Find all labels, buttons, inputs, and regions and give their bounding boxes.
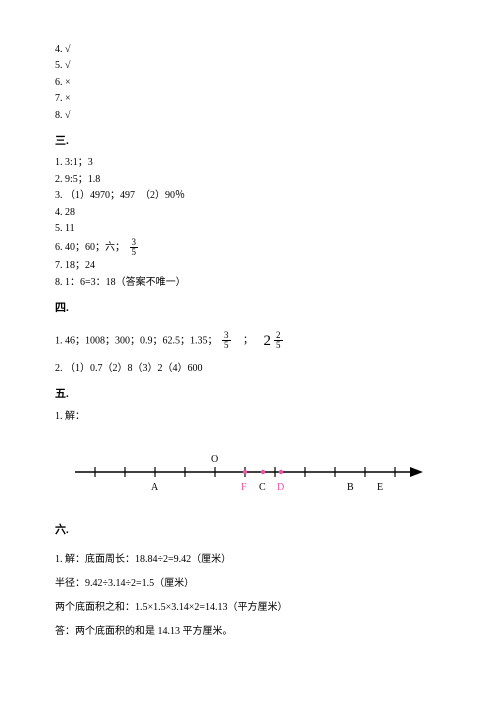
answer-line: 5. 11 [55, 221, 445, 236]
answer-line: 答：两个底面积的和是 14.13 平方厘米。 [55, 624, 445, 639]
item-num: 6. [55, 77, 63, 88]
answer-line: 8. 1：6=3：18（答案不唯一） [55, 275, 445, 290]
point-label: C [259, 480, 266, 495]
list-item: 5. √ [55, 58, 445, 73]
answer-line: 1. 解：底面周长：18.84÷2=9.42（厘米） [55, 552, 445, 567]
fraction: 3 5 [222, 331, 231, 350]
answer-line: 半径：9.42÷3.14÷2=1.5（厘米） [55, 576, 445, 591]
answer-line: 两个底面积之和：1.5×1.5×3.14×2=14.13（平方厘米） [55, 600, 445, 615]
point-label: D [277, 480, 284, 495]
point-label: F [241, 480, 247, 495]
document-body: 4. √ 5. √ 6. × 7. × 8. √ 三. 1. 3:1；3 2. … [0, 0, 500, 660]
list-item: 7. × [55, 91, 445, 106]
fraction-den: 5 [222, 341, 231, 350]
section-3-head: 三. [55, 133, 445, 150]
fraction-num: 3 [130, 238, 139, 248]
arrow-head [410, 467, 423, 477]
answer-line: 3. （1）4970；497 （2）90％ [55, 188, 445, 203]
fraction-den: 5 [274, 341, 283, 350]
point-label: A [151, 480, 158, 495]
origin-label: O [211, 452, 218, 467]
item-mark: √ [65, 60, 71, 71]
item-num: 7. [55, 93, 63, 104]
item-mark: × [65, 77, 71, 88]
point-label: B [347, 480, 354, 495]
answer-line: 7. 18；24 [55, 258, 445, 273]
answer-line: 6. 40；60；六； 3 5 [55, 238, 445, 257]
list-item: 6. × [55, 75, 445, 90]
answer-line: 1. 46；1008；300；0.9；62.5；1.35； 3 5 ； 2 2 … [55, 330, 445, 353]
item-mark: × [65, 93, 71, 104]
item-num: 5. [55, 60, 63, 71]
answer-line: 1. 解： [55, 409, 445, 424]
line-prefix: 1. 46；1008；300；0.9；62.5；1.35； [55, 335, 218, 346]
answer-line: 2. （1）0.7（2）8（3）2（4）600 [55, 361, 445, 376]
list-item: 8. √ [55, 108, 445, 123]
item-num: 8. [55, 110, 63, 121]
item-mark: √ [65, 44, 71, 55]
fraction: 3 5 [130, 238, 139, 257]
section-5-head: 五. [55, 386, 445, 403]
number-line: O A F C D B E [55, 442, 445, 512]
list-top: 4. √ 5. √ 6. × 7. × 8. √ [55, 42, 445, 123]
answer-line: 4. 28 [55, 205, 445, 220]
list-item: 4. √ [55, 42, 445, 57]
answer-line: 1. 3:1；3 [55, 155, 445, 170]
fraction-den: 5 [130, 248, 139, 257]
separator: ； [243, 335, 253, 346]
fraction: 2 5 [274, 331, 283, 350]
section-6-head: 六. [55, 522, 445, 539]
section-4-head: 四. [55, 300, 445, 317]
mixed-number: 2 2 5 [264, 330, 285, 353]
item-mark: √ [65, 110, 71, 121]
point-label: E [377, 480, 383, 495]
mixed-whole: 2 [264, 330, 272, 353]
item-num: 4. [55, 44, 63, 55]
line-prefix: 6. 40；60；六； [55, 241, 125, 252]
answer-line: 2. 9:5；1.8 [55, 172, 445, 187]
